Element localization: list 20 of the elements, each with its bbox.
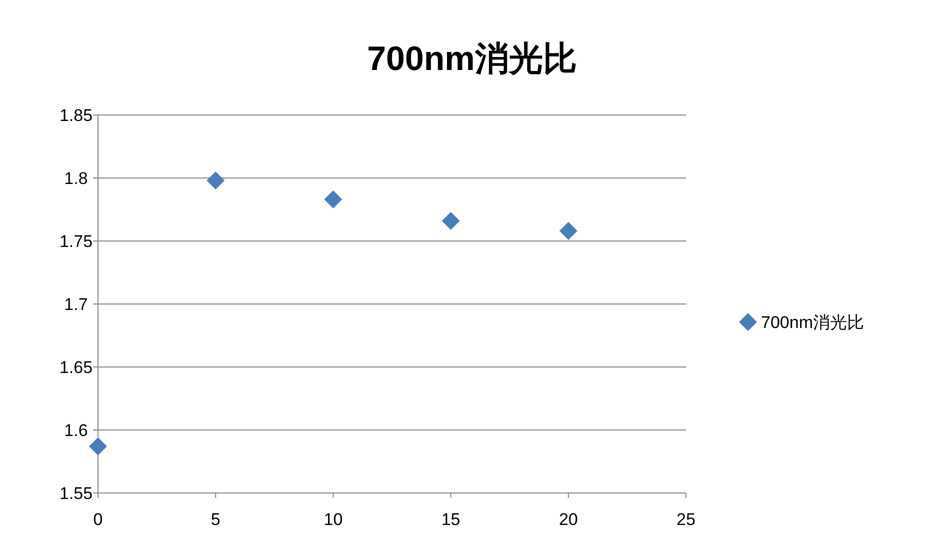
x-tick-label: 5 xyxy=(210,510,220,529)
legend-label: 700nm消光比 xyxy=(761,313,864,332)
y-tick-label: 1.75 xyxy=(59,232,93,251)
y-tick-label: 1.65 xyxy=(59,358,93,377)
x-tick-label: 25 xyxy=(676,510,696,529)
y-tick-label: 1.8 xyxy=(64,169,88,188)
point xyxy=(559,222,578,240)
x-tick-label: 20 xyxy=(558,510,578,529)
y-tick-label: 1.55 xyxy=(59,484,93,503)
point xyxy=(206,172,225,190)
point xyxy=(442,212,460,230)
y-tick-label: 1.7 xyxy=(64,295,88,314)
chart-title: 700nm消光比 xyxy=(367,40,577,78)
x-tick-label: 0 xyxy=(93,510,103,529)
y-tick-label: 1.85 xyxy=(59,106,93,125)
x-tick-label: 15 xyxy=(441,510,460,529)
point xyxy=(324,190,342,208)
point xyxy=(89,437,107,456)
x-tick-label: 10 xyxy=(324,510,343,529)
y-tick-label: 1.6 xyxy=(64,421,88,440)
